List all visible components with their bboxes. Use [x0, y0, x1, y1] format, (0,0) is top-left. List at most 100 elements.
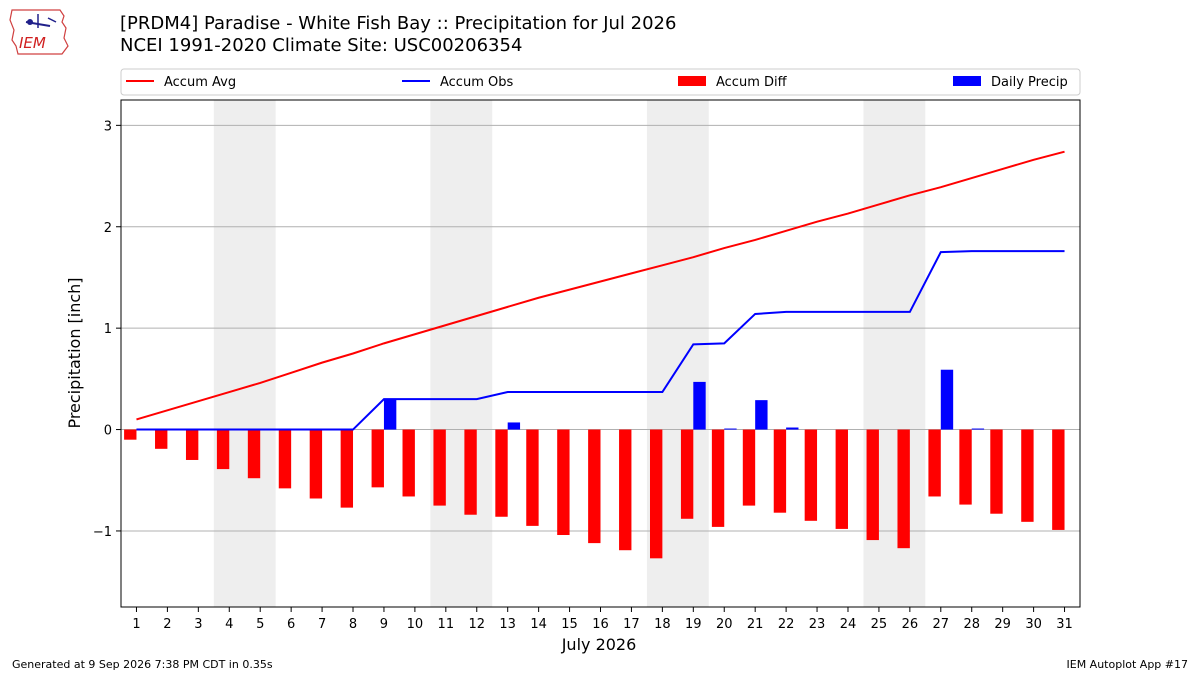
- iem-logo: IEM: [8, 6, 72, 58]
- bar-daily-precip-day-9: [383, 399, 397, 430]
- generated-timestamp: Generated at 9 Sep 2026 7:38 PM CDT in 0…: [12, 658, 273, 671]
- x-tick-label-23: 23: [809, 617, 826, 632]
- bar-accum-diff-day-25: [866, 429, 879, 541]
- legend-accum-avg-label: Accum Avg: [164, 75, 236, 90]
- bar-accum-diff-day-6: [278, 429, 292, 489]
- x-axis-ticks: 1 2 3 4 5 6 7 8 9 10 11 12 13 14 15 16 17 18 19 20 21 22 23 24 2…: [132, 607, 1073, 632]
- x-tick-label-10: 10: [407, 617, 424, 632]
- bar-accum-diff-day-10: [402, 429, 415, 497]
- bar-accum-diff-day-3: [185, 429, 199, 460]
- legend-accum-obs-label: Accum Obs: [440, 75, 513, 90]
- x-tick-label-19: 19: [685, 617, 702, 632]
- x-tick-label-11: 11: [438, 617, 455, 632]
- x-tick-label-28: 28: [963, 617, 980, 632]
- bar-accum-diff-day-8: [340, 429, 354, 508]
- bar-accum-diff-day-16: [588, 429, 601, 544]
- x-tick-label-31: 31: [1056, 617, 1073, 632]
- bar-daily-precip-day-28: [971, 428, 985, 430]
- bar-accum-diff-day-14: [526, 429, 539, 526]
- x-tick-label-12: 12: [468, 617, 485, 632]
- lines: [136, 150, 1065, 431]
- chart-title-line1: [PRDM4] Paradise - White Fish Bay :: Pre…: [120, 13, 677, 34]
- x-tick-label-6: 6: [287, 617, 295, 632]
- weekend-shade-1: [430, 100, 493, 607]
- x-tick-label-16: 16: [592, 617, 609, 632]
- x-tick-label-24: 24: [840, 617, 857, 632]
- x-tick-label-20: 20: [716, 617, 733, 632]
- bar-accum-diff-day-15: [557, 429, 570, 536]
- x-tick-label-3: 3: [194, 617, 202, 632]
- bar-accum-diff-day-7: [309, 429, 323, 499]
- legend-box: [120, 68, 1081, 96]
- bar-accum-diff-day-22: [773, 429, 787, 513]
- bar-accum-diff-day-29: [990, 429, 1003, 514]
- x-tick-label-29: 29: [994, 617, 1011, 632]
- x-tick-label-18: 18: [654, 617, 671, 632]
- y-axis-ticks: −1 0 1 2 3: [93, 119, 121, 540]
- bar-accum-diff-day-24: [835, 429, 848, 529]
- chart-title: [PRDM4] Paradise - White Fish Bay :: Pre…: [120, 13, 676, 57]
- weekend-shade-0: [213, 100, 276, 607]
- bar-daily-precip-day-27: [940, 369, 954, 430]
- x-tick-label-25: 25: [871, 617, 888, 632]
- bars: [124, 369, 1065, 559]
- y-tick-label-3: 2: [104, 221, 112, 236]
- bar-accum-diff-day-23: [804, 429, 818, 521]
- bar-daily-precip-day-21: [755, 400, 768, 430]
- legend-accum-diff-label: Accum Diff: [716, 75, 788, 90]
- legend-daily-precip-label: Daily Precip: [991, 75, 1068, 90]
- bar-accum-diff-day-2: [155, 429, 168, 449]
- bar-daily-precip-day-19: [693, 381, 706, 430]
- x-tick-label-4: 4: [225, 617, 233, 632]
- svg-text:IEM: IEM: [19, 34, 46, 52]
- y-tick-label-4: 3: [104, 119, 112, 134]
- bar-accum-diff-day-5: [247, 429, 261, 479]
- x-tick-label-5: 5: [256, 617, 264, 632]
- bar-daily-precip-day-20: [724, 428, 737, 430]
- bar-accum-diff-day-28: [959, 429, 972, 505]
- x-tick-label-9: 9: [380, 617, 388, 632]
- bar-accum-diff-day-17: [619, 429, 632, 551]
- x-tick-label-13: 13: [499, 617, 516, 632]
- line-accum-obs: [136, 250, 1065, 431]
- x-tick-label-17: 17: [623, 617, 640, 632]
- bar-accum-diff-day-26: [897, 429, 910, 549]
- legend-daily-precip-swatch: [953, 76, 981, 86]
- x-tick-label-7: 7: [318, 617, 326, 632]
- bar-accum-diff-day-27: [928, 429, 941, 497]
- line-accum-avg: [136, 150, 1065, 421]
- x-tick-label-15: 15: [561, 617, 578, 632]
- x-tick-label-22: 22: [778, 617, 795, 632]
- y-tick-label-0: −1: [93, 525, 112, 540]
- x-tick-label-21: 21: [747, 617, 764, 632]
- bar-accum-diff-day-20: [711, 429, 725, 527]
- weekend-shading: [213, 100, 926, 607]
- bar-accum-diff-day-30: [1021, 429, 1034, 522]
- bar-accum-diff-day-11: [433, 429, 446, 506]
- bar-accum-diff-day-13: [495, 429, 508, 517]
- legend-accum-diff-swatch: [678, 76, 706, 86]
- bar-accum-diff-day-31: [1052, 429, 1065, 530]
- y-tick-label-2: 1: [104, 322, 112, 337]
- bar-accum-diff-day-21: [742, 429, 756, 506]
- x-tick-label-26: 26: [902, 617, 919, 632]
- bar-daily-precip-day-13: [507, 422, 521, 430]
- y-axis-label: Precipitation [inch]: [65, 277, 84, 428]
- x-tick-label-8: 8: [349, 617, 357, 632]
- x-axis-label: July 2026: [561, 635, 637, 654]
- bar-accum-diff-day-18: [649, 429, 663, 559]
- legend: Accum Avg Accum Obs Accum Diff Daily Pre…: [120, 68, 1081, 96]
- bar-accum-diff-day-4: [216, 429, 230, 470]
- bar-accum-diff-day-9: [371, 429, 384, 488]
- app-credit: IEM Autoplot App #17: [1066, 658, 1189, 671]
- bar-daily-precip-day-22: [786, 427, 799, 430]
- x-tick-label-14: 14: [530, 617, 547, 632]
- chart-title-line2: NCEI 1991-2020 Climate Site: USC00206354: [120, 35, 523, 56]
- x-tick-label-1: 1: [132, 617, 140, 632]
- x-tick-label-30: 30: [1025, 617, 1042, 632]
- x-tick-label-27: 27: [933, 617, 950, 632]
- y-tick-label-1: 0: [104, 424, 112, 439]
- bar-accum-diff-day-1: [124, 429, 137, 440]
- bar-accum-diff-day-12: [464, 429, 477, 515]
